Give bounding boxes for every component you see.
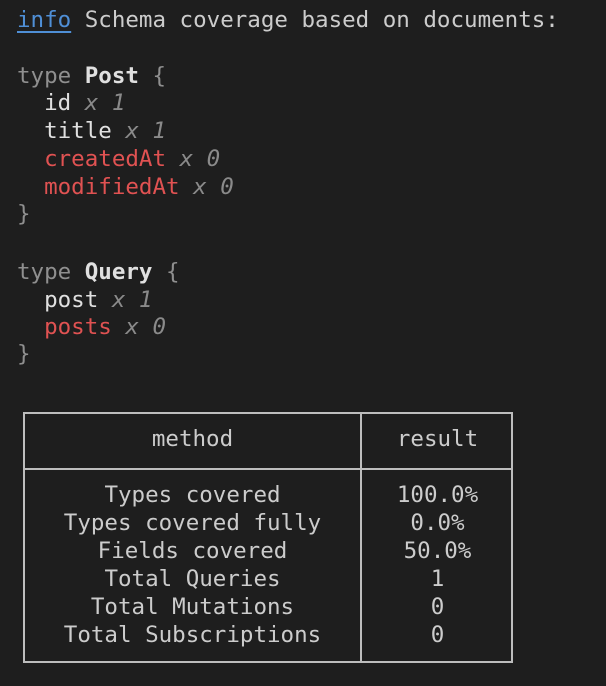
open-brace: { <box>152 63 167 89</box>
row-method: Total Subscriptions <box>63 622 322 648</box>
row-method: Total Mutations <box>90 594 295 620</box>
type-query-header: type Query { <box>17 258 180 286</box>
field-name: modifiedAt <box>44 174 180 200</box>
field-name: posts <box>44 314 112 340</box>
field-count: x 1 <box>125 118 167 144</box>
type-keyword: type <box>17 63 72 89</box>
coverage-table: method result Types covered 100.0% Types… <box>23 412 513 663</box>
header-method: method <box>151 426 234 452</box>
header-divider <box>25 468 511 470</box>
field-row: id x 1 <box>17 89 125 117</box>
type-name: Post <box>84 63 139 89</box>
field-row: posts x 0 <box>17 313 166 341</box>
field-row: title x 1 <box>17 117 166 145</box>
info-line: info Schema coverage based on documents: <box>17 6 559 34</box>
field-count: x 0 <box>193 174 234 200</box>
row-result: 0 <box>430 594 445 620</box>
row-method: Total Queries <box>104 566 281 592</box>
row-result: 100.0% <box>396 482 479 508</box>
row-method: Fields covered <box>97 538 288 564</box>
open-brace: { <box>166 259 180 285</box>
row-result: 50.0% <box>403 538 472 564</box>
column-divider <box>360 414 362 661</box>
row-result: 0.0% <box>410 510 465 536</box>
field-name: title <box>44 118 112 144</box>
field-row: createdAt x 0 <box>17 145 220 173</box>
type-name: Query <box>84 259 153 285</box>
close-brace: } <box>17 201 31 227</box>
info-message: Schema coverage based on documents: <box>84 7 559 33</box>
field-name: createdAt <box>44 146 167 172</box>
row-result: 1 <box>430 566 445 592</box>
close-brace: } <box>17 341 31 367</box>
field-row: post x 1 <box>17 286 152 314</box>
field-count: x 0 <box>125 314 167 340</box>
field-row: modifiedAt x 0 <box>17 173 234 201</box>
field-name: id <box>44 90 72 116</box>
info-label: info <box>17 7 72 33</box>
field-count: x 1 <box>111 287 153 313</box>
type-keyword: type <box>17 259 72 285</box>
field-name: post <box>44 287 99 313</box>
field-count: x 1 <box>84 90 126 116</box>
field-count: x 0 <box>179 146 221 172</box>
header-result: result <box>396 426 479 452</box>
type-post-header: type Post { <box>17 62 166 90</box>
row-result: 0 <box>430 622 445 648</box>
row-method: Types covered fully <box>63 510 322 536</box>
row-method: Types covered <box>104 482 281 508</box>
